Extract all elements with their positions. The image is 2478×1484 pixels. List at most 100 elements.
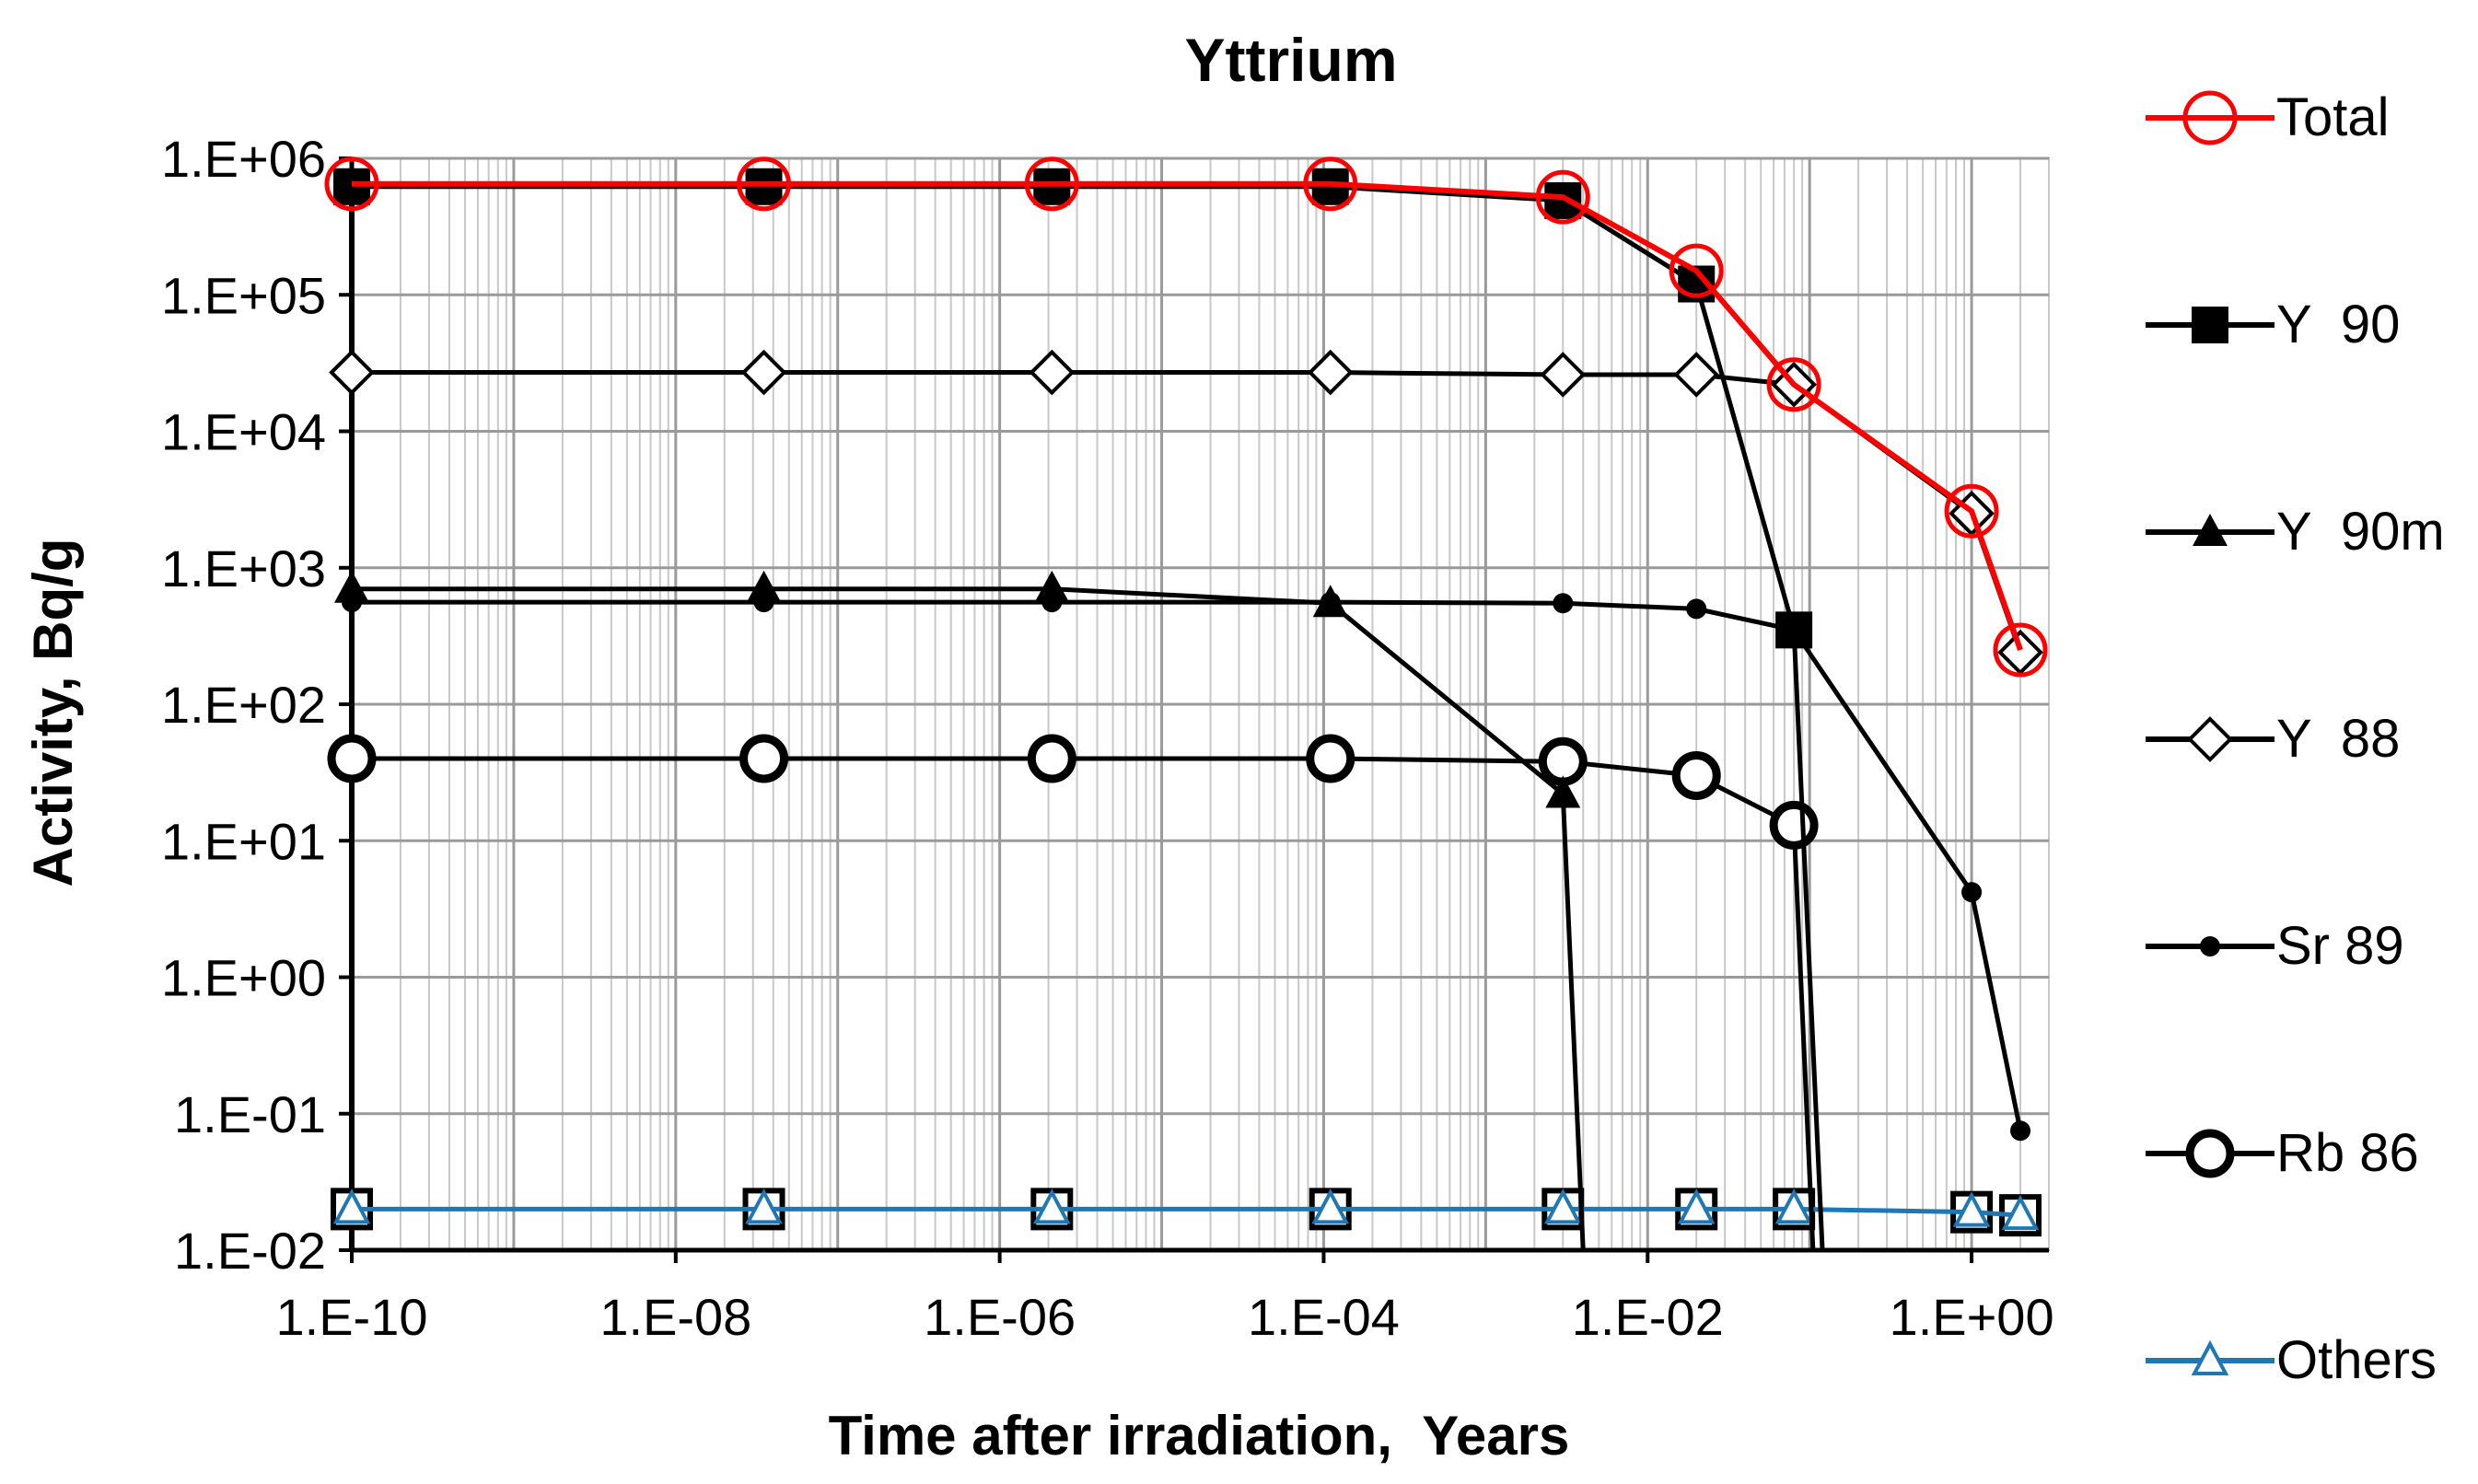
- data-point: [324, 157, 379, 212]
- legend-item-sr89[interactable]: Sr 89: [2146, 910, 2468, 983]
- y-tick-label: 1.E-02: [174, 1222, 326, 1280]
- data-point: [745, 168, 783, 205]
- data-point: [327, 734, 377, 783]
- data-point: [1669, 243, 1724, 298]
- data-point: [1029, 349, 1076, 396]
- legend-label-y90: Y 90: [2276, 295, 2401, 354]
- series-y-90m: [334, 570, 1586, 1252]
- series-drop-line: [1791, 825, 1816, 1252]
- legend-swatch-y90m: [2146, 514, 2274, 546]
- legend-swatch-others: [2146, 1339, 2274, 1375]
- data-point: [1961, 882, 1983, 903]
- series-y-90: [333, 168, 1825, 1252]
- legend-item-y88[interactable]: Y 88: [2146, 702, 2468, 776]
- data-point: [1993, 622, 2048, 678]
- y-tick-label: 1.E+03: [161, 539, 326, 597]
- data-point: [1545, 775, 1581, 808]
- grid: [350, 157, 2050, 1252]
- data-point: [1540, 352, 1587, 398]
- data-point: [1544, 181, 1582, 219]
- x-tick-label: 1.E-06: [924, 1288, 1076, 1346]
- data-point: [1677, 1188, 1716, 1224]
- data-point: [2010, 1120, 2031, 1142]
- x-tick-label: 1.E-10: [276, 1288, 428, 1346]
- y-tick-label: 1.E+04: [161, 403, 326, 461]
- legend-marker: [2192, 307, 2228, 343]
- data-point: [1671, 751, 1721, 801]
- chart-title: Yttrium: [1185, 26, 1398, 94]
- legend-label-y88: Y 88: [2276, 709, 2401, 769]
- y-tick-label: 1.E+02: [161, 676, 326, 734]
- data-point: [739, 734, 789, 783]
- legend-label-total: Total: [2276, 87, 2390, 147]
- data-point: [1032, 1188, 1071, 1224]
- legend-item-others[interactable]: Others: [2146, 1324, 2468, 1397]
- axes: 1.E-10 1.E-08 1.E-06 1.E-04 1.E-02 1.E+00 1.E-…: [161, 130, 2054, 1346]
- data-point: [1543, 1188, 1582, 1224]
- data-point: [1024, 157, 1079, 212]
- legend-swatch-total: [2146, 90, 2274, 145]
- series-drop-line: [1560, 794, 1586, 1252]
- data-point: [745, 1188, 783, 1224]
- data-point: [2001, 1194, 2040, 1231]
- data-point: [1952, 1191, 1991, 1227]
- data-point: [1311, 1188, 1350, 1224]
- y-tick-label: 1.E-01: [174, 1085, 326, 1143]
- data-point: [1312, 585, 1348, 618]
- legend-marker: [2191, 1339, 2229, 1375]
- y-tick-label: 1.E+00: [161, 949, 326, 1007]
- data-point: [1686, 598, 1707, 620]
- y-tick-label: 1.E+01: [161, 812, 326, 870]
- series-line: [352, 180, 2023, 651]
- series-drop-line: [1791, 630, 1825, 1252]
- legend-item-rb86[interactable]: Rb 86: [2146, 1117, 2468, 1190]
- data-point: [1027, 734, 1076, 783]
- legend-swatch-sr89: [2146, 936, 2274, 956]
- y-axis-label: Activity, Bq/g: [22, 539, 84, 887]
- legend-item-y90[interactable]: Y 90: [2146, 288, 2468, 362]
- data-point: [1034, 570, 1070, 603]
- data-point: [1306, 734, 1355, 783]
- data-point: [334, 570, 369, 603]
- legend-label-sr89: Sr 89: [2276, 916, 2404, 976]
- legend-marker: [2187, 716, 2233, 762]
- legend-marker: [2200, 936, 2220, 956]
- x-tick-label: 1.E-04: [1248, 1288, 1400, 1346]
- series-others: [332, 1188, 2040, 1231]
- data-point: [333, 168, 370, 205]
- data-point: [1769, 800, 1819, 850]
- legend-item-total[interactable]: Total: [2146, 81, 2468, 155]
- y-tick-label: 1.E+06: [161, 130, 326, 188]
- x-axis-label: Time after irradiation, Years: [829, 1405, 1570, 1467]
- data-point: [1775, 611, 1813, 649]
- data-point: [746, 570, 782, 603]
- data-point: [1303, 157, 1358, 212]
- legend-marker: [2185, 1129, 2235, 1178]
- data-point: [1535, 169, 1590, 225]
- data-point: [1766, 357, 1821, 412]
- y-tick-label: 1.E+05: [161, 266, 326, 324]
- data-point: [1944, 483, 1999, 539]
- legend-label-rb86: Rb 86: [2276, 1123, 2419, 1183]
- data-point: [1774, 1188, 1813, 1224]
- x-tick-label: 1.E+00: [1890, 1288, 2054, 1346]
- data-point: [737, 157, 792, 212]
- x-tick-label: 1.E-02: [1572, 1288, 1724, 1346]
- legend-swatch-y88: [2146, 716, 2274, 762]
- legend-marker: [2182, 90, 2238, 145]
- legend-label-others: Others: [2276, 1330, 2437, 1390]
- legend-label-y90m: Y 90m: [2276, 502, 2445, 562]
- series-total: [324, 157, 2048, 678]
- data-point: [1673, 352, 1720, 398]
- data-point: [1307, 349, 1354, 396]
- x-tick-label: 1.E-08: [599, 1288, 751, 1346]
- legend-swatch-y90: [2146, 307, 2274, 343]
- legend-swatch-rb86: [2146, 1129, 2274, 1178]
- data-point: [332, 1188, 371, 1224]
- legend-item-y90m[interactable]: Y 90m: [2146, 495, 2468, 569]
- series-layer: [324, 157, 2048, 1252]
- data-point: [740, 349, 787, 396]
- data-point: [1553, 593, 1574, 614]
- data-point: [1033, 168, 1071, 205]
